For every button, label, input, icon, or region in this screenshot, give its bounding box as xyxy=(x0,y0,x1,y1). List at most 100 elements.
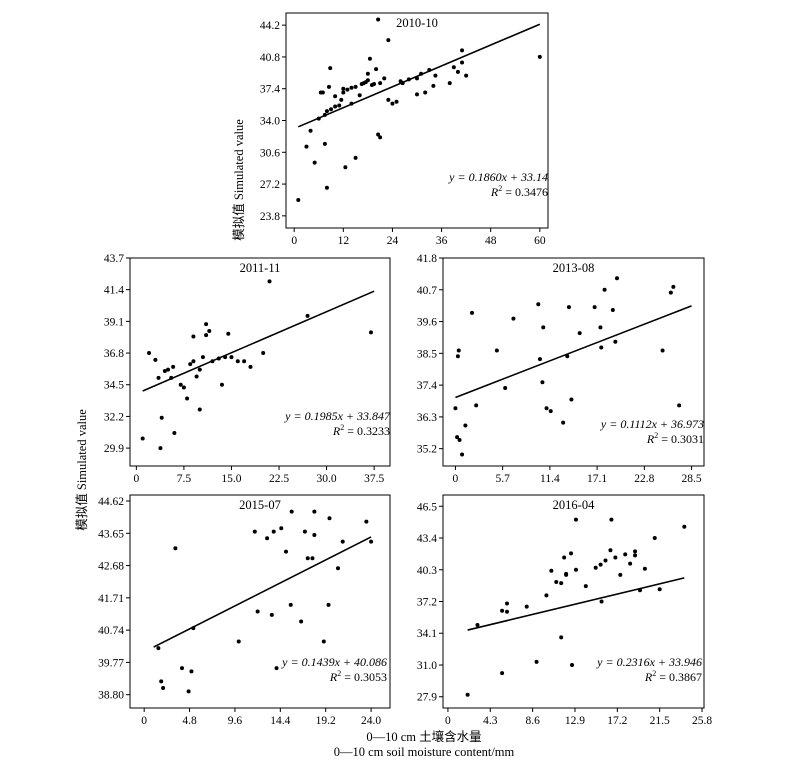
data-point xyxy=(494,348,499,353)
data-point xyxy=(451,65,456,70)
regression-line xyxy=(467,577,685,631)
data-point xyxy=(598,325,603,330)
x-tick-label: 4.3 xyxy=(483,715,498,727)
regression-equation: y = 0.1860x + 33.14 xyxy=(448,170,548,184)
y-tick-label: 39.1 xyxy=(104,316,124,328)
y-tick-label: 42.68 xyxy=(98,561,124,573)
r-squared-value: = 0.3053 xyxy=(341,670,387,684)
data-point xyxy=(140,436,145,441)
data-point xyxy=(340,539,345,544)
x-tick-label: 12.9 xyxy=(565,715,585,727)
y-tick-label: 36.3 xyxy=(417,412,437,424)
data-point xyxy=(369,539,374,544)
y-tick-label: 40.3 xyxy=(417,565,437,577)
data-point xyxy=(267,279,272,284)
data-point xyxy=(305,313,310,318)
data-point xyxy=(465,692,470,697)
r-squared-value: = 0.3476 xyxy=(502,185,548,199)
data-point xyxy=(652,536,657,541)
x-tick-label: 12 xyxy=(338,235,350,247)
data-point xyxy=(633,553,638,558)
r-squared-exponent: 2 xyxy=(340,423,344,432)
y-tick-label: 40.7 xyxy=(417,285,437,297)
plot-title: 2015-07 xyxy=(239,498,281,512)
data-point xyxy=(455,69,460,74)
data-point xyxy=(235,359,240,364)
data-point xyxy=(341,86,346,91)
x-tick-label: 37.5 xyxy=(364,473,384,485)
data-point xyxy=(592,305,597,310)
data-point xyxy=(460,60,465,65)
data-point xyxy=(456,348,461,353)
x-tick-label: 25.8 xyxy=(692,715,712,727)
y-tick-label: 44.62 xyxy=(98,496,124,508)
data-point xyxy=(161,686,166,691)
data-point xyxy=(618,572,623,577)
data-point xyxy=(302,529,307,534)
data-point xyxy=(455,354,460,359)
r-squared-symbol: R xyxy=(329,670,338,684)
plot-title: 2016-04 xyxy=(553,498,595,512)
r-squared-symbol: R xyxy=(644,670,653,684)
regression-equation: y = 0.1439x + 40.086 xyxy=(281,655,387,669)
y-tick-label: 34.0 xyxy=(260,116,280,128)
data-point xyxy=(341,90,346,95)
data-point xyxy=(382,76,387,81)
data-point xyxy=(376,132,381,137)
y-tick-label: 46.5 xyxy=(417,501,437,513)
y-axis-label-top: 模拟值 Simulated value xyxy=(231,119,246,241)
data-point xyxy=(343,165,348,170)
plot-frame xyxy=(129,494,391,709)
data-point xyxy=(166,367,171,372)
data-point xyxy=(353,84,358,89)
regression-equation: y = 0.1985x + 33.847 xyxy=(284,409,391,423)
data-point xyxy=(660,348,665,353)
data-point xyxy=(312,160,317,165)
data-point xyxy=(339,97,344,102)
data-point xyxy=(326,84,331,89)
regression-line xyxy=(455,305,692,399)
data-point xyxy=(229,355,234,360)
data-point xyxy=(326,602,331,607)
data-point xyxy=(598,562,603,567)
data-point xyxy=(368,330,373,335)
y-tick-label: 38.80 xyxy=(98,690,124,702)
data-point xyxy=(470,310,474,315)
y-tick-label: 37.4 xyxy=(260,84,280,96)
y-tick-label: 27.9 xyxy=(417,692,437,704)
regression-line xyxy=(153,536,372,648)
data-point xyxy=(433,73,438,78)
y-tick-label: 41.8 xyxy=(417,253,437,265)
data-point xyxy=(593,565,598,570)
data-point xyxy=(608,548,613,553)
data-point xyxy=(524,604,529,609)
data-point xyxy=(500,608,505,613)
data-point xyxy=(599,599,604,604)
plot-title: 2013-08 xyxy=(553,261,595,275)
y-tick-label: 36.8 xyxy=(104,348,124,360)
data-point xyxy=(374,67,379,72)
data-point xyxy=(537,54,542,59)
data-point xyxy=(386,38,391,43)
y-tick-label: 31.0 xyxy=(417,660,437,672)
y-axis-label-bottom: 模拟值 Simulated value xyxy=(74,409,89,531)
data-point xyxy=(615,276,619,281)
regression-line xyxy=(297,23,541,128)
data-point xyxy=(328,66,333,71)
data-point xyxy=(559,581,564,586)
x-tick-label: 11.4 xyxy=(540,473,560,485)
data-point xyxy=(210,359,215,364)
y-tick-label: 35.2 xyxy=(417,444,437,456)
x-tick-label: 24 xyxy=(387,235,399,247)
x-tick-label: 36 xyxy=(436,235,448,247)
data-point xyxy=(475,623,480,628)
data-point xyxy=(365,71,370,76)
data-point xyxy=(561,420,566,425)
x-tick-label: 14.4 xyxy=(270,715,290,727)
data-point xyxy=(333,104,338,109)
data-point xyxy=(419,71,424,76)
data-point xyxy=(447,81,452,86)
data-point xyxy=(372,82,377,87)
data-point xyxy=(336,566,340,571)
x-tick-label: 21.5 xyxy=(650,715,670,727)
